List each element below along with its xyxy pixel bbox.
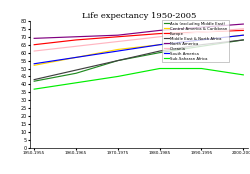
Europe (74, 39, 78, 41)
Central America & Caribbean (242, 34, 245, 36)
Europe (200, 31, 203, 33)
Europe (33, 44, 36, 46)
Middle East & North Africa (158, 50, 161, 52)
Sub-Saharan Africa (242, 74, 245, 76)
South America (33, 63, 36, 65)
Line: Oceania: Oceania (34, 29, 243, 51)
Legend: Asia (excluding Middle East), Central America & Caribbean, Europe, Middle East &: Asia (excluding Middle East), Central Am… (162, 20, 229, 62)
Sub-Saharan Africa (33, 88, 36, 90)
Middle East & North Africa (200, 44, 203, 46)
Oceania (33, 50, 36, 52)
Central America & Caribbean (74, 56, 78, 58)
Sub-Saharan Africa (158, 68, 161, 70)
Line: Asia (excluding Middle East): Asia (excluding Middle East) (34, 40, 243, 81)
South America (158, 44, 161, 46)
Europe (158, 33, 161, 35)
South America (116, 50, 119, 52)
Central America & Caribbean (33, 64, 36, 66)
South America (242, 34, 245, 36)
Central America & Caribbean (158, 44, 161, 46)
Line: Central America & Caribbean: Central America & Caribbean (34, 35, 243, 65)
Asia (excluding Middle East) (200, 45, 203, 47)
Oceania (200, 31, 203, 33)
Sub-Saharan Africa (74, 82, 78, 84)
North America (116, 34, 119, 36)
Oceania (74, 45, 78, 47)
Middle East & North Africa (33, 79, 36, 81)
South America (200, 39, 203, 41)
Europe (116, 36, 119, 38)
Middle East & North Africa (242, 39, 245, 41)
North America (74, 36, 78, 38)
Oceania (116, 41, 119, 43)
Line: Europe: Europe (34, 30, 243, 45)
Line: Sub-Saharan Africa: Sub-Saharan Africa (34, 69, 243, 89)
Sub-Saharan Africa (200, 68, 203, 70)
Central America & Caribbean (200, 39, 203, 41)
Asia (excluding Middle East) (33, 80, 36, 82)
Asia (excluding Middle East) (74, 72, 78, 74)
Line: Middle East & North Africa: Middle East & North Africa (34, 40, 243, 80)
Title: Life expectancy 1950-2005: Life expectancy 1950-2005 (82, 12, 196, 20)
North America (33, 37, 36, 39)
South America (74, 56, 78, 58)
Middle East & North Africa (74, 69, 78, 71)
Oceania (158, 36, 161, 38)
Sub-Saharan Africa (116, 75, 119, 77)
Asia (excluding Middle East) (116, 60, 119, 62)
North America (200, 26, 203, 28)
Middle East & North Africa (116, 60, 119, 62)
Europe (242, 29, 245, 31)
North America (242, 23, 245, 25)
Oceania (242, 28, 245, 30)
North America (158, 29, 161, 31)
Asia (excluding Middle East) (158, 52, 161, 54)
Line: North America: North America (34, 24, 243, 38)
Asia (excluding Middle East) (242, 39, 245, 41)
Line: South America: South America (34, 35, 243, 64)
Central America & Caribbean (116, 48, 119, 50)
